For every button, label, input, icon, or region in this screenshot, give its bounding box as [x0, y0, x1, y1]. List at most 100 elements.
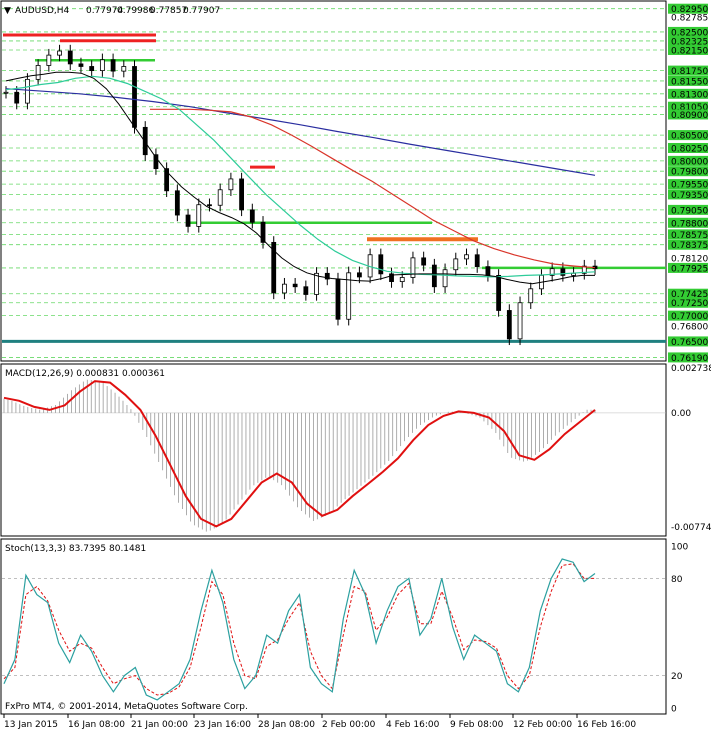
price-tick-label: 0.82150	[671, 46, 708, 56]
open-value: 0.77974	[86, 6, 123, 16]
price-candle	[249, 209, 255, 223]
price-candle	[282, 283, 287, 294]
price-candle	[35, 65, 41, 80]
price-tag	[668, 101, 708, 112]
price-candle	[346, 272, 352, 320]
price-candle	[560, 268, 566, 276]
price-tag	[668, 75, 708, 86]
price-tick-label: 0.78800	[671, 219, 708, 229]
price-candle	[78, 63, 84, 67]
price-tick-label: 0.79050	[671, 206, 708, 216]
price-tick-label: 0.76190	[671, 354, 708, 364]
price-tag	[668, 26, 708, 37]
time-tick-label: 2 Feb 00:00	[322, 720, 376, 730]
price-tick-label: 0.78575	[671, 231, 708, 241]
price-candle	[153, 154, 159, 170]
symbol-label: AUDUSD,H4	[15, 6, 70, 16]
price-candle	[442, 269, 448, 288]
price-candle	[335, 278, 341, 320]
price-candle	[228, 178, 234, 191]
price-tag	[668, 297, 708, 308]
price-tag	[668, 336, 708, 347]
price-tag	[668, 142, 708, 153]
price-tick-label: 0.77925	[671, 264, 708, 274]
price-tag	[668, 35, 708, 46]
price-candle	[46, 54, 52, 66]
time-tick-label: 9 Feb 08:00	[450, 720, 504, 730]
price-tick-label: 0.79350	[671, 191, 708, 201]
price-candle	[324, 272, 330, 280]
price-tag	[668, 352, 708, 363]
price-candle	[356, 272, 362, 278]
ma-slow-line	[150, 108, 596, 269]
price-candle	[431, 264, 437, 288]
close-value: 0.77907	[183, 6, 220, 16]
time-tick-label: 28 Jan 08:00	[258, 720, 315, 730]
price-tick-label: 0.78120	[671, 254, 708, 264]
price-tick-label: 0.81050	[671, 103, 708, 113]
time-tick-label: 16 Feb 16:00	[577, 720, 636, 730]
price-tick-label: 0.81550	[671, 77, 708, 87]
price-candle	[99, 59, 105, 72]
stoch-panel: 100 80 20 0	[2, 543, 688, 715]
stoch-tick-label: 80	[671, 575, 683, 585]
price-tick-label: 0.77000	[671, 312, 708, 322]
price-candle	[292, 283, 298, 288]
price-candle	[517, 302, 523, 340]
price-candle	[581, 265, 587, 274]
price-tick-label: 0.82950	[671, 5, 708, 15]
symbol-triangle-icon: ▼	[4, 6, 11, 16]
time-tick-label: 13 Jan 2015	[4, 720, 58, 730]
price-candle	[399, 277, 405, 282]
time-tick-label: 23 Jan 16:00	[194, 720, 251, 730]
price-tick-label: 0.80250	[671, 144, 708, 154]
price-candle	[421, 257, 427, 266]
low-value: 0.77857	[150, 6, 187, 16]
price-candle	[474, 254, 480, 268]
price-candle	[271, 241, 277, 294]
stoch-tick-label: 100	[671, 543, 688, 553]
price-tick-label: 0.80500	[671, 132, 708, 142]
price-candle	[314, 272, 319, 295]
price-candle	[485, 266, 491, 276]
price-candle	[389, 273, 394, 282]
price-tick-label: 0.77425	[671, 290, 708, 300]
price-tag	[668, 44, 708, 55]
macd-panel: 0.002738 0.00 -0.007745	[2, 364, 711, 533]
price-candle	[174, 190, 180, 216]
price-tick-label: 0.79550	[671, 181, 708, 191]
macd-tick-label: -0.007745	[671, 523, 711, 533]
price-tag	[668, 88, 708, 99]
high-value: 0.79986	[117, 6, 154, 16]
price-tag	[668, 288, 708, 299]
price-tick-label: 0.81750	[671, 67, 708, 77]
price-candle	[378, 254, 384, 275]
price-candle	[89, 66, 95, 72]
macd-title: MACD(12,26,9) 0.000831 0.000361	[5, 369, 165, 379]
macd-tick-label: 0.002738	[671, 364, 711, 374]
price-candle	[506, 310, 512, 340]
ma-long-line	[5, 88, 596, 176]
macd-signal-line	[3, 380, 596, 528]
price-tick-label: 0.80000	[671, 157, 708, 167]
price-candle	[528, 288, 534, 304]
price-tick-label: 0.81300	[671, 90, 708, 100]
price-tag	[668, 109, 708, 120]
price-candle	[549, 268, 555, 276]
price-candle	[196, 204, 202, 227]
price-tag	[668, 179, 708, 190]
price-candle	[496, 275, 502, 311]
price-candle	[14, 91, 20, 104]
stoch-tick-label: 0	[671, 705, 677, 715]
stoch-tick-label: 20	[671, 672, 683, 682]
time-tick-label: 21 Jan 00:00	[131, 720, 188, 730]
price-candle	[67, 50, 73, 65]
price-candle	[260, 221, 266, 243]
price-candle	[185, 214, 191, 227]
copyright: FxPro MT4, © 2001-2014, MetaQuotes Softw…	[5, 702, 248, 712]
time-tick-label: 12 Feb 00:00	[513, 720, 572, 730]
price-tag	[668, 166, 708, 177]
price-tick-label: 0.78375	[671, 241, 708, 251]
